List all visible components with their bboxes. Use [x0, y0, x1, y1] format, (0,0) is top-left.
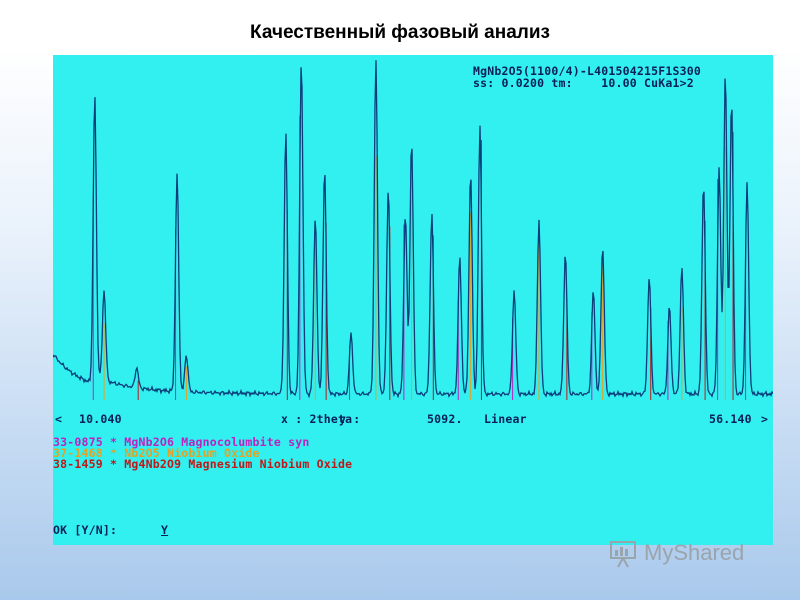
axis-x-label: x : 2theta [281, 412, 353, 426]
phase-entry-mgnb2o6[interactable]: 33-0875 * MgNb2O6 Magnocolumbite syn [53, 435, 310, 449]
confirm-prompt-input[interactable]: Y [161, 523, 169, 537]
scan-header-line2: ss: 0.0200 tm: 10.00 CuKa1>2 [473, 76, 694, 90]
axis-y-value: 5092. [427, 412, 463, 426]
watermark-logo: MyShared [608, 538, 768, 570]
diffractogram-plot [53, 60, 773, 400]
scroll-left-arrow[interactable]: < [55, 412, 63, 426]
axis-scale-mode: Linear [484, 412, 527, 426]
scroll-right-arrow[interactable]: > [761, 412, 769, 426]
confirm-prompt-label: OK [Y/N]: [53, 523, 118, 537]
watermark-text: MyShared [644, 540, 745, 565]
slide-title: Качественный фазовый анализ [250, 22, 550, 43]
xrd-screen: MgNb2O5(1100/4)-L401504215F1S300 ss: 0.0… [53, 55, 773, 545]
phase-entry-nb2o5[interactable]: 37-1468 * Nb2O5 Niobium Oxide [53, 446, 260, 460]
axis-status-bar: < 10.040 x : 2theta y : 5092. Linear 56.… [53, 410, 773, 428]
axis-y-label: y : [339, 412, 361, 426]
presentation-board-icon [610, 541, 636, 568]
phase-entry-mg4nb2o9[interactable]: 38-1459 * Mg4Nb2O9 Magnesium Niobium Oxi… [53, 457, 353, 471]
diffraction-trace [53, 60, 773, 399]
scan-header-line1: MgNb2O5(1100/4)-L401504215F1S300 [473, 64, 701, 78]
axis-max-value: 56.140 [709, 412, 752, 426]
axis-min-value: 10.040 [79, 412, 122, 426]
reference-peak-sticks [92, 115, 747, 400]
